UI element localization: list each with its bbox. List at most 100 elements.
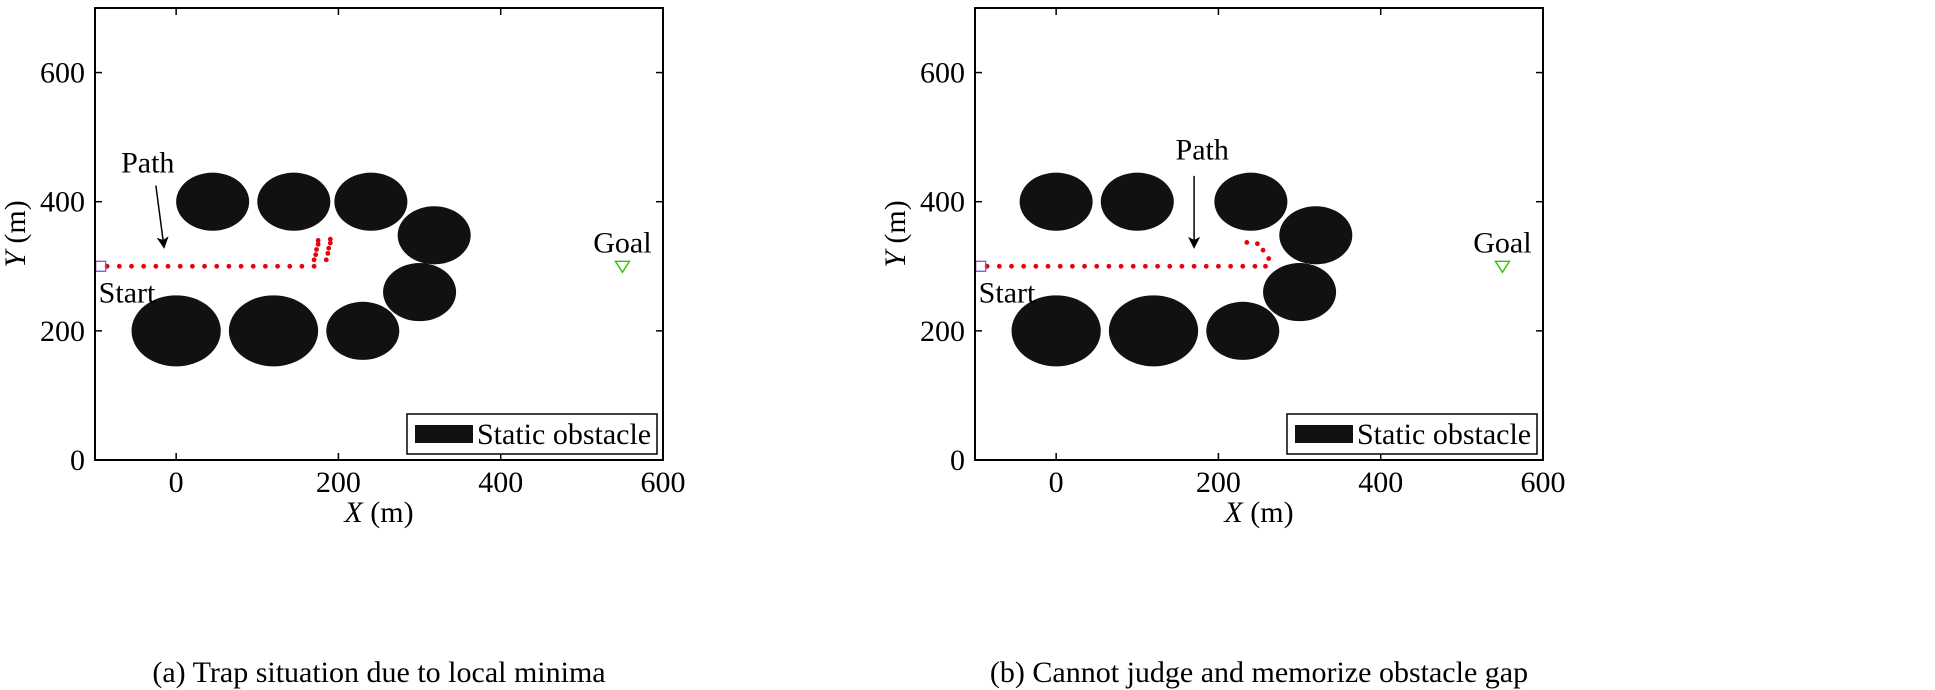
path-annotation-arrow bbox=[155, 185, 169, 249]
x-axis-unit: (m) bbox=[363, 496, 414, 529]
goal-marker bbox=[614, 260, 631, 274]
y-tick-label: 200 bbox=[40, 315, 85, 348]
static-obstacle bbox=[1100, 172, 1174, 231]
path-point bbox=[1216, 263, 1221, 269]
path-point bbox=[315, 241, 321, 247]
path-point bbox=[1203, 263, 1209, 269]
path-point bbox=[1094, 263, 1100, 269]
plot-area bbox=[975, 172, 1511, 367]
path-point bbox=[238, 263, 244, 269]
legend-swatch bbox=[415, 425, 473, 443]
path-point bbox=[1252, 263, 1258, 269]
start-marker bbox=[975, 260, 987, 272]
legend-label: Static obstacle bbox=[1357, 418, 1531, 451]
path-point bbox=[1143, 263, 1148, 269]
path-point bbox=[1167, 263, 1173, 269]
path-point bbox=[1260, 247, 1266, 253]
path-point bbox=[263, 263, 268, 269]
static-obstacle bbox=[257, 172, 331, 231]
static-obstacle bbox=[397, 206, 471, 265]
static-obstacle bbox=[176, 172, 250, 231]
panel-caption: (a) Trap situation due to local minima bbox=[152, 656, 605, 689]
x-tick-label: 400 bbox=[478, 466, 523, 499]
path-point bbox=[1191, 263, 1197, 269]
path-point bbox=[1021, 263, 1027, 269]
x-axis-var: X bbox=[343, 496, 364, 529]
y-axis-var: Y bbox=[0, 248, 32, 268]
static-obstacle bbox=[1011, 295, 1101, 367]
static-obstacle bbox=[131, 295, 221, 367]
path-point bbox=[214, 263, 220, 269]
legend-swatch bbox=[1295, 425, 1353, 443]
path-point bbox=[141, 263, 147, 269]
path-point bbox=[1045, 263, 1051, 269]
x-tick-label: 400 bbox=[1358, 466, 1403, 499]
y-tick-label: 600 bbox=[40, 57, 85, 90]
y-tick-label: 400 bbox=[40, 186, 85, 219]
path-point bbox=[326, 245, 332, 251]
path-point bbox=[1179, 263, 1185, 269]
path-point bbox=[1033, 263, 1039, 269]
static-obstacle bbox=[1279, 206, 1353, 265]
x-axis-var: X bbox=[1223, 496, 1244, 529]
x-axis-unit: (m) bbox=[1243, 496, 1294, 529]
path-point bbox=[177, 263, 183, 269]
path-point bbox=[165, 263, 171, 269]
y-axis-unit: (m) bbox=[879, 200, 912, 251]
path-point bbox=[299, 263, 305, 269]
path-point bbox=[1266, 256, 1272, 261]
path-point bbox=[1228, 263, 1233, 269]
path-point bbox=[189, 263, 195, 269]
static-obstacle bbox=[1214, 172, 1288, 231]
path-point bbox=[1009, 263, 1014, 269]
path-point bbox=[1057, 263, 1063, 269]
x-tick-label: 600 bbox=[641, 466, 686, 499]
goal-label: Goal bbox=[1473, 226, 1531, 259]
static-obstacle bbox=[326, 301, 400, 360]
path-point bbox=[1263, 263, 1268, 269]
y-axis-unit: (m) bbox=[0, 200, 32, 251]
path-point bbox=[327, 240, 333, 246]
path-point bbox=[314, 247, 319, 252]
path-point bbox=[202, 263, 207, 269]
path-point bbox=[1082, 263, 1087, 269]
panel-caption: (b) Cannot judge and memorize obstacle g… bbox=[990, 656, 1528, 689]
path-annotation-label: Path bbox=[1176, 134, 1229, 167]
path-point bbox=[1254, 241, 1260, 247]
static-obstacle bbox=[1019, 172, 1093, 231]
path-point bbox=[315, 238, 321, 243]
axes-frame bbox=[974, 7, 1544, 461]
static-obstacle bbox=[1263, 263, 1337, 322]
path-point bbox=[311, 263, 317, 269]
start-marker bbox=[95, 260, 107, 272]
start-label: Start bbox=[979, 276, 1036, 309]
y-axis-label: Y (m) bbox=[879, 200, 912, 268]
goal-marker bbox=[1494, 260, 1511, 274]
x-tick-label: 0 bbox=[169, 466, 184, 499]
x-axis-label: X (m) bbox=[1223, 496, 1293, 529]
static-obstacle bbox=[334, 172, 408, 231]
x-tick-label: 200 bbox=[316, 466, 361, 499]
y-axis-label: Y (m) bbox=[0, 200, 32, 268]
static-obstacle bbox=[228, 295, 319, 367]
y-tick-label: 0 bbox=[950, 444, 965, 477]
path-point bbox=[116, 263, 122, 269]
path-point bbox=[153, 263, 159, 269]
path-point bbox=[1130, 263, 1136, 269]
y-tick-label: 0 bbox=[70, 444, 85, 477]
legend: Static obstacle bbox=[1286, 413, 1538, 455]
x-tick-label: 600 bbox=[1521, 466, 1566, 499]
path-point bbox=[996, 263, 1002, 269]
x-axis-label: X (m) bbox=[343, 496, 413, 529]
legend: Static obstacle bbox=[406, 413, 658, 455]
legend-label: Static obstacle bbox=[477, 418, 651, 451]
path-point bbox=[311, 257, 317, 263]
path-point bbox=[287, 263, 293, 269]
y-tick-label: 200 bbox=[920, 315, 965, 348]
static-obstacle bbox=[383, 263, 457, 322]
path-point bbox=[1244, 239, 1250, 245]
path-point bbox=[226, 263, 232, 269]
